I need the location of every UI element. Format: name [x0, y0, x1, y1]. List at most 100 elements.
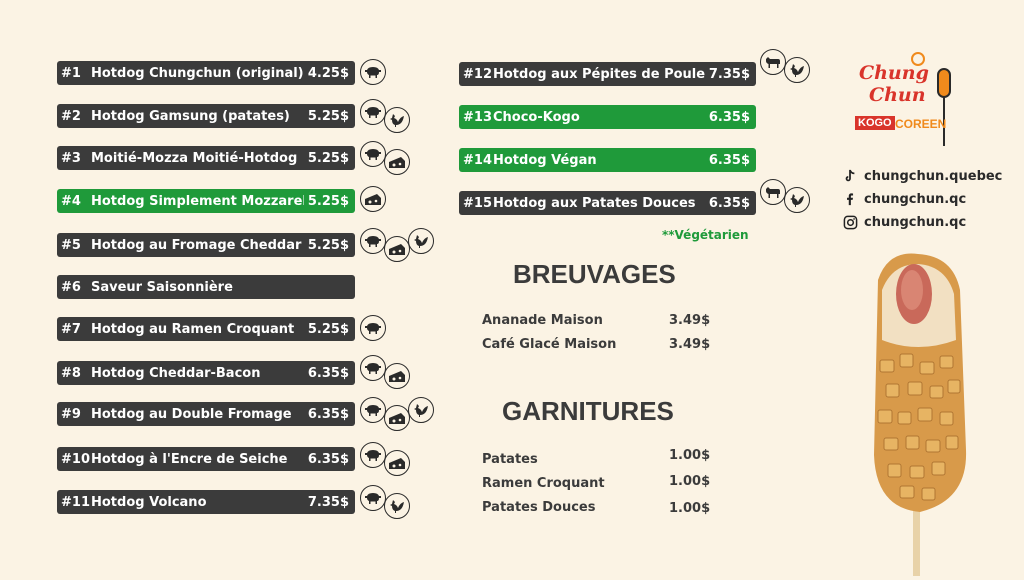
logo-line2: Chun [869, 84, 926, 106]
item-number: #15 [463, 195, 492, 211]
logo-flower-icon [911, 52, 925, 66]
menu-item: #15 Hotdog aux Patates Douces 6.35$ [459, 191, 756, 215]
item-price: 5.25$ [307, 108, 349, 124]
pig-icon [360, 355, 386, 381]
garnitures-heading: GARNITURES [502, 396, 674, 426]
item-price: 6.35$ [307, 451, 349, 467]
item-price: 6.35$ [708, 109, 750, 125]
item-name: Hotdog Volcano [91, 494, 207, 510]
item-price: 6.35$ [307, 365, 349, 381]
menu-item: #3 Moitié-Mozza Moitié-Hotdog 5.25$ [57, 146, 355, 170]
pig-icon [360, 99, 386, 125]
menu-item: #4 Hotdog Simplement Mozzarella 5.25$ [57, 189, 355, 213]
item-number: #7 [61, 321, 81, 337]
menu-item: #5 Hotdog au Fromage Cheddar 5.25$ [57, 233, 355, 257]
menu-item: #8 Hotdog Cheddar-Bacon 6.35$ [57, 361, 355, 385]
menu-item: #2 Hotdog Gamsung (patates) 5.25$ [57, 104, 355, 128]
item-number: #2 [61, 108, 81, 124]
garniture-price: 1.00$ [669, 501, 711, 516]
item-name: Hotdog au Fromage Cheddar [91, 237, 302, 253]
brand-logo: Chung Chun KOGO COREEN [855, 52, 965, 146]
item-price: 4.25$ [307, 65, 349, 81]
pig-icon [360, 141, 386, 167]
rooster-icon [384, 107, 410, 133]
breuvage-name: Café Glacé Maison [482, 337, 617, 352]
item-number: #13 [463, 109, 492, 125]
rooster-icon [784, 187, 810, 213]
rooster-icon [408, 397, 434, 423]
garniture-name: Ramen Croquant [482, 476, 605, 491]
item-name: Moitié-Mozza Moitié-Hotdog [91, 150, 298, 166]
logo-coreen: COREEN [895, 117, 947, 131]
pig-icon [360, 397, 386, 423]
menu-item: #1 Hotdog Chungchun (original) 4.25$ [57, 61, 355, 85]
social-facebook[interactable]: chungchun.qc [842, 191, 966, 207]
item-name: Hotdog au Ramen Croquant [91, 321, 295, 337]
pig-icon [360, 315, 386, 341]
facebook-icon [842, 191, 858, 207]
logo-line1: Chung [859, 62, 929, 84]
item-name: Choco-Kogo [493, 109, 580, 125]
menu-item: #7 Hotdog au Ramen Croquant 5.25$ [57, 317, 355, 341]
item-price: 6.35$ [307, 406, 349, 422]
item-number: #12 [463, 66, 492, 82]
garniture-price: 1.00$ [669, 474, 711, 489]
breuvage-name: Ananade Maison [482, 313, 603, 328]
pig-icon [360, 485, 386, 511]
cheese-icon [384, 149, 410, 175]
breuvages-heading: BREUVAGES [513, 259, 676, 289]
logo-corndog-icon [935, 68, 953, 146]
rooster-icon [408, 228, 434, 254]
item-name: Saveur Saisonnière [91, 279, 233, 295]
menu-item: #9 Hotdog au Double Fromage 6.35$ [57, 402, 355, 426]
item-number: #5 [61, 237, 81, 253]
cow-icon [760, 49, 786, 75]
instagram-icon [842, 214, 858, 230]
corndog-photo [858, 250, 978, 576]
breuvage-price: 3.49$ [669, 313, 711, 328]
pig-icon [360, 59, 386, 85]
item-price: 5.25$ [307, 237, 349, 253]
item-number: #10 [61, 451, 90, 467]
vegetarian-note: **Végétarien [662, 228, 749, 242]
cheese-icon [384, 450, 410, 476]
social-instagram[interactable]: chungchun.qc [842, 214, 966, 230]
menu-item: #11 Hotdog Volcano 7.35$ [57, 490, 355, 514]
item-price: 7.35$ [708, 66, 750, 82]
rooster-icon [784, 57, 810, 83]
item-name: Hotdog Gamsung (patates) [91, 108, 290, 124]
item-price: 5.25$ [307, 321, 349, 337]
logo-kogo: KOGO [855, 116, 895, 130]
item-name: Hotdog aux Patates Douces [493, 195, 696, 211]
pig-icon [360, 228, 386, 254]
garniture-price: 1.00$ [669, 448, 711, 463]
pig-icon [360, 442, 386, 468]
item-number: #9 [61, 406, 81, 422]
cheese-icon [384, 363, 410, 389]
social-handle: chungchun.qc [864, 214, 967, 230]
item-name: Hotdog aux Pépites de Poulet [493, 66, 705, 82]
item-price: 5.25$ [307, 193, 349, 209]
social-handle: chungchun.quebec [864, 168, 1003, 184]
cheese-icon [360, 186, 386, 212]
item-price: 5.25$ [307, 150, 349, 166]
menu-item: #13 Choco-Kogo 6.35$ [459, 105, 756, 129]
item-name: Hotdog Cheddar-Bacon [91, 365, 261, 381]
item-number: #14 [463, 152, 492, 168]
item-name: Hotdog au Double Fromage [91, 406, 292, 422]
item-price: 6.35$ [708, 152, 750, 168]
cheese-icon [384, 405, 410, 431]
item-number: #8 [61, 365, 81, 381]
item-name: Hotdog à l'Encre de Seiche [91, 451, 288, 467]
item-number: #1 [61, 65, 81, 81]
social-handle: chungchun.qc [864, 191, 967, 207]
social-tiktok[interactable]: chungchun.quebec [842, 168, 1002, 184]
menu-item: #14 Hotdog Végan 6.35$ [459, 148, 756, 172]
item-number: #11 [61, 494, 90, 510]
garniture-name: Patates Douces [482, 500, 596, 515]
breuvage-price: 3.49$ [669, 337, 711, 352]
item-name: Hotdog Simplement Mozzarella [91, 193, 304, 209]
item-number: #6 [61, 279, 81, 295]
item-number: #3 [61, 150, 81, 166]
menu-item: #6 Saveur Saisonnière [57, 275, 355, 299]
